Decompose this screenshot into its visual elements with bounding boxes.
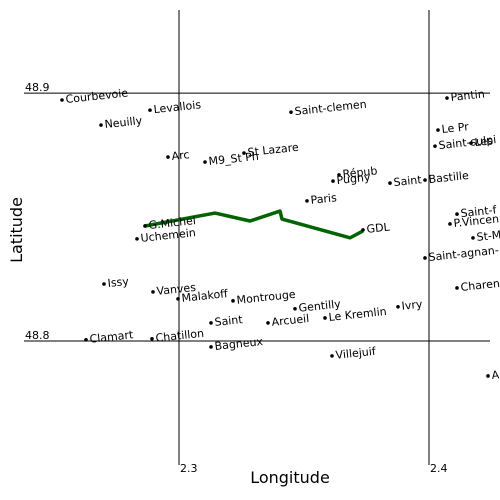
point-label: G.Michel [148,214,197,232]
point [293,306,297,311]
point-label: Courbevoie [65,86,129,106]
point-label: Répub [342,164,378,181]
point-label: Gentilly [298,297,342,314]
point [423,178,427,182]
point-label: Levallois [153,98,202,116]
point [143,224,147,228]
point [396,305,400,309]
point-label: Bastille [428,169,470,186]
point-label: Chatillon [155,327,205,345]
point [361,228,365,232]
point [330,354,334,358]
point-label: Paris [310,191,338,207]
point-label: Pantin [450,88,485,105]
point [448,222,452,226]
point [436,128,440,132]
point-label: Saint-agnan- [428,244,499,264]
point-label: Les [474,134,494,149]
point-label: Villejuif [335,345,377,362]
point-label: A [491,368,500,382]
point [176,297,180,301]
y-tick-label: 48.9 [25,81,50,94]
point-label: Ivry [401,298,424,313]
point-label: Clamart [89,328,135,346]
point-label: Montrouge [236,288,297,307]
point [471,236,475,240]
x-tick-label: 2.4 [430,462,448,475]
point [102,282,106,286]
route-line [144,209,364,240]
point [323,316,327,320]
point-label: Uchemein [140,226,196,245]
x-axis-title: Longitude [250,468,330,487]
point-label: Neuilly [104,114,143,131]
point-label: Bagneux [214,335,264,353]
point [445,96,449,100]
y-tick-label: 48.8 [25,329,50,342]
point [150,336,154,341]
point [203,160,207,164]
point-label: St Lazare [247,141,300,159]
point [289,110,293,114]
point [231,299,235,303]
point-label: Malakoff [181,287,229,305]
point-label: Arcueil [271,312,310,329]
point-label: Saint [214,313,244,329]
y-axis-title: Latitude [7,197,26,263]
point [135,237,139,241]
point [266,321,270,325]
point [388,181,392,185]
point [455,212,459,216]
point [433,144,437,148]
point [99,123,103,127]
point [148,108,152,112]
point [60,98,64,102]
point [455,286,459,290]
point [331,179,335,183]
point [423,256,427,260]
point-label: Saint-f [460,203,498,220]
point-label: Saint-clemen [294,98,367,118]
point-label: Vanves [156,281,197,298]
point [151,290,155,294]
point [84,337,88,342]
point [166,155,170,159]
point-label: Pugny [336,171,372,188]
point-label: Saint [393,173,423,189]
point [305,199,309,203]
point-label: P.Vincen [453,212,500,230]
point-label: Le Kremlin [328,305,387,324]
point [486,374,490,378]
point-label: Saint-sulpi [438,133,497,152]
x-tick-label: 2.3 [180,462,198,475]
point-label: Arc [171,148,190,163]
point [209,345,213,349]
point-label: GDL [366,220,391,235]
point [469,141,473,145]
point-label: St-M [476,228,500,244]
point-label: Le Pr [441,120,470,136]
point [337,173,341,177]
point-label: M9_St Ph [208,150,259,168]
point [209,321,213,325]
point [242,151,246,155]
point-label: Issy [107,275,130,290]
point-label: Charen [460,277,500,294]
